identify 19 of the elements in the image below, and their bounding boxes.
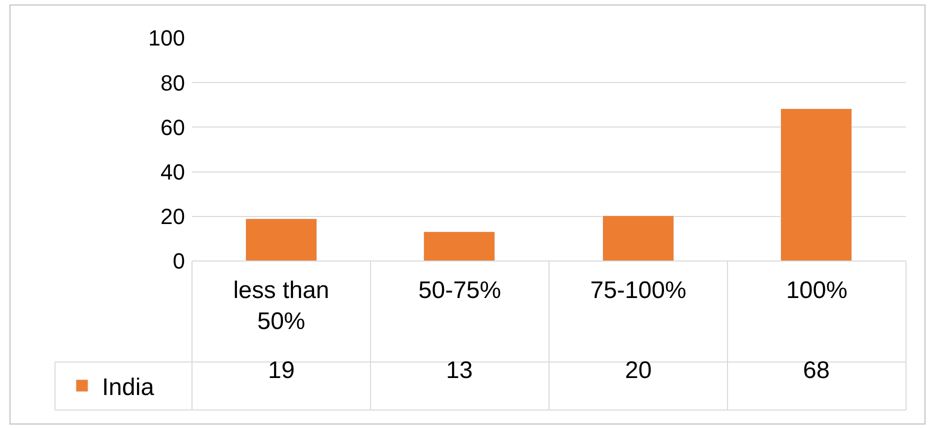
y-tick-label: 80: [160, 70, 185, 96]
bar: [424, 232, 495, 261]
x-tick-label: 75-100%: [590, 277, 686, 304]
data-label: 68: [803, 357, 830, 384]
y-tick-label: 0: [172, 248, 185, 274]
x-tick-label: less than 50%: [233, 277, 330, 336]
bar: [602, 216, 674, 261]
x-tick-label: 100%: [786, 277, 848, 304]
y-tick-label: 20: [160, 204, 185, 230]
x-tick-label: 50-75%: [418, 277, 502, 304]
legend-label: India: [102, 374, 155, 401]
bar: [780, 108, 852, 261]
y-tick-label: 40: [160, 160, 185, 184]
bar: [246, 218, 317, 261]
y-tick-label: 60: [160, 114, 185, 140]
y-tick-label: 100: [148, 26, 185, 51]
data-label: 20: [625, 357, 652, 384]
data-label: 19: [268, 357, 295, 384]
data-label: 13: [446, 357, 473, 384]
